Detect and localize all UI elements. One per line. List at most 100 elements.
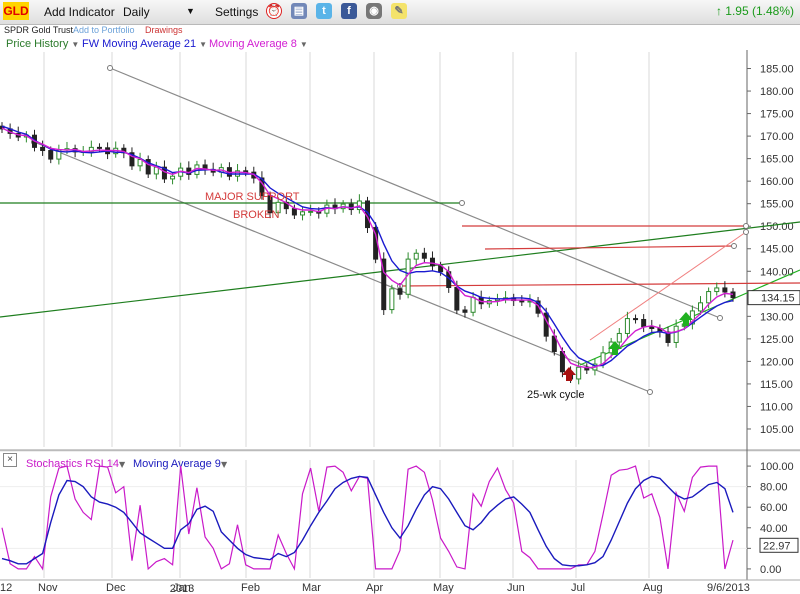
caret-icon: ▼	[71, 40, 80, 49]
price-bar	[145, 159, 151, 175]
price-bar	[137, 159, 143, 167]
sticky-note-icon[interactable]: ✎	[391, 3, 407, 19]
price-bar	[714, 287, 720, 293]
legend-price-history[interactable]: Price History ▼	[6, 38, 79, 50]
legend-fwma-label: FW Moving Average 21	[82, 38, 197, 50]
twitter-icon[interactable]: t	[316, 3, 332, 19]
price-bar	[624, 318, 630, 334]
legend-bar: Price History ▼ FW Moving Average 21 ▼ Mov…	[0, 38, 800, 52]
moving-average-8-line	[1, 127, 734, 369]
x-axis-label: Jul	[571, 582, 585, 594]
period-caret-icon[interactable]: ▼	[186, 6, 195, 16]
x-axis-label: 12	[0, 582, 12, 594]
trendline-handle	[743, 223, 749, 229]
price-bar	[308, 210, 314, 213]
broken-annotation: BROKEN	[233, 209, 280, 221]
price-bar	[673, 325, 679, 343]
fw-moving-average-21-line	[1, 125, 734, 367]
price-bar	[421, 252, 427, 259]
alarm-clock-icon[interactable]: ⏰	[266, 3, 282, 19]
stoch-axis-label: 80.00	[760, 482, 788, 494]
price-bar	[170, 175, 176, 180]
price-bar	[413, 252, 419, 260]
caret-icon: ▼	[221, 460, 228, 469]
legend-ma8-label: Moving Average 8	[209, 38, 297, 50]
trendline-handle	[731, 243, 737, 249]
price-bar	[730, 291, 736, 299]
price-axis-label: 125.00	[760, 334, 794, 346]
drawings-link[interactable]: Drawings	[145, 25, 183, 35]
x-axis-label: Feb	[241, 582, 260, 594]
price-bar	[397, 288, 403, 295]
price-axis-label: 130.00	[760, 311, 794, 323]
price-bar	[291, 208, 297, 216]
period-dropdown[interactable]: Daily	[123, 5, 150, 19]
price-bar	[633, 318, 639, 321]
price-bar	[698, 302, 704, 312]
add-to-portfolio-link[interactable]: Add to Portfolio	[73, 25, 135, 35]
cycle-annotation: 25-wk cycle	[527, 389, 584, 401]
legend-stoch-rsi: Stochastics RSI 14	[26, 458, 119, 470]
stoch-ma-9-line	[1, 475, 734, 567]
trendline-handle	[647, 389, 653, 395]
legend-fw-moving-average[interactable]: FW Moving Average 21 ▼	[82, 38, 207, 50]
trendline-handle	[107, 65, 113, 71]
settings-button[interactable]: Settings	[215, 5, 259, 19]
price-axis-label: 155.00	[760, 199, 794, 211]
price-axis-label: 115.00	[760, 379, 793, 391]
ticker-symbol[interactable]: GLD	[3, 2, 29, 20]
price-axis-label: 140.00	[760, 266, 794, 278]
legend-price-label: Price History	[6, 38, 69, 50]
price-axis-label: 145.00	[760, 244, 794, 256]
price-axis-label: 175.00	[760, 109, 794, 121]
trendline-handle	[717, 315, 723, 321]
resistance-line-130	[399, 282, 800, 287]
downtrend-channel-upper	[109, 67, 721, 319]
price-bar	[722, 287, 728, 293]
camera-icon[interactable]: ◉	[366, 3, 382, 19]
caret-icon: ▼	[119, 460, 126, 469]
price-panel-background	[0, 52, 800, 450]
toolbar: GLD Add Indicator Daily ▼ Settings ⏰ ▤ t…	[0, 0, 800, 25]
cycle-low-arrow-icon	[562, 367, 576, 381]
x-axis-year-label: 2013	[170, 583, 194, 594]
x-axis-label: May	[433, 582, 454, 594]
security-name: SPDR Gold Trust	[4, 25, 74, 35]
price-bar	[40, 146, 46, 152]
stoch-axis-label: 0.00	[760, 564, 781, 576]
legend-moving-average-8[interactable]: Moving Average 8 ▼	[209, 38, 308, 50]
x-axis-label: Apr	[366, 582, 383, 594]
x-axis-label: Jun	[507, 582, 525, 594]
price-change: ↑ 1.95 (1.48%)	[716, 4, 794, 18]
price-bar	[649, 326, 655, 329]
price-bar	[535, 300, 541, 314]
close-indicator-icon[interactable]: ×	[3, 453, 17, 467]
legend-stoch-ma: Moving Average 9	[133, 458, 221, 470]
add-indicator-button[interactable]: Add Indicator	[44, 5, 115, 19]
price-bar	[576, 366, 582, 380]
price-axis-label: 160.00	[760, 176, 794, 188]
price-bar	[429, 257, 435, 267]
trendline-handle	[743, 229, 749, 235]
stoch-last-value-tag	[759, 537, 799, 553]
price-bar	[389, 288, 395, 311]
up-arrow-icon: ↑	[715, 4, 722, 18]
period-label: Daily	[123, 5, 150, 19]
price-axis-label: 110.00	[760, 401, 793, 413]
price-bar	[275, 201, 281, 214]
price-bar	[454, 286, 460, 311]
price-bar	[129, 152, 135, 167]
price-change-value: 1.95 (1.48%)	[725, 4, 794, 18]
up-arrow-icon	[608, 341, 622, 355]
price-axis-label: 105.00	[760, 424, 794, 436]
stoch-axis-label: 60.00	[760, 502, 788, 514]
price-bar	[96, 146, 102, 149]
major-support-annotation: MAJOR SUPPORT	[205, 191, 300, 203]
price-axis-label: 120.00	[760, 356, 794, 368]
price-bar	[462, 309, 468, 313]
facebook-icon[interactable]: f	[341, 3, 357, 19]
price-bar	[48, 150, 54, 160]
notes-icon[interactable]: ▤	[291, 3, 307, 19]
price-bar	[616, 332, 622, 343]
